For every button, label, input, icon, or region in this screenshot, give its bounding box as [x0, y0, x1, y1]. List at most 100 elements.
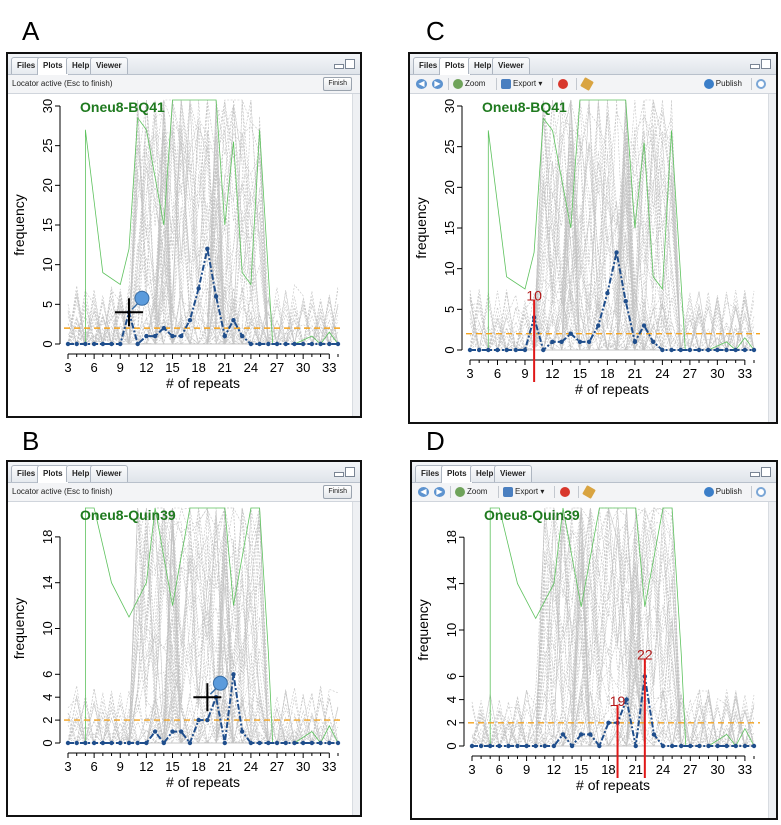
x-tick-label: 30 — [710, 762, 724, 777]
y-axis-label: frequency — [413, 197, 429, 258]
minimize-pane-button[interactable] — [334, 64, 344, 69]
x-tick-label: 27 — [683, 366, 697, 381]
pane-scrollbar[interactable] — [352, 502, 360, 815]
sample-point — [596, 323, 601, 328]
x-axis-label: # of repeats — [166, 774, 240, 790]
publish-button[interactable]: Publish — [703, 486, 742, 498]
x-axis-label: # of repeats — [576, 777, 650, 793]
zoom-button[interactable]: Zoom — [453, 78, 485, 90]
tab-viewer[interactable]: Viewer — [90, 465, 128, 482]
y-tick-label: 20 — [442, 180, 457, 194]
gray-profile-line — [68, 256, 338, 345]
x-tick-label: 6 — [496, 762, 503, 777]
pane-tab-bar: Files Plots Help Viewer — [410, 54, 776, 75]
sample-point — [476, 347, 482, 353]
pane-scrollbar[interactable] — [768, 502, 776, 818]
sample-point — [651, 732, 657, 737]
pane-scrollbar[interactable] — [768, 94, 776, 422]
sample-point — [179, 729, 184, 734]
x-tick-label: 3 — [468, 762, 475, 777]
sample-point — [161, 325, 167, 331]
back-arrow-icon[interactable]: ◀ — [416, 79, 427, 89]
zoom-label: Zoom — [465, 79, 486, 88]
toolbar-separator — [751, 78, 752, 90]
x-tick-label: 21 — [218, 360, 232, 375]
pane-toolbar: ◀ ▶ Zoom Export ▾ Publish — [410, 75, 776, 94]
max-envelope-line — [85, 99, 274, 345]
sample-point — [688, 743, 693, 749]
x-tick-label: 27 — [270, 360, 284, 375]
sample-point — [542, 743, 547, 749]
maximize-pane-button[interactable] — [761, 59, 771, 69]
gray-profile-line — [68, 555, 339, 744]
sample-point — [715, 347, 720, 353]
gray-profile-line — [68, 507, 338, 744]
sample-point — [751, 347, 757, 353]
sample-point — [161, 740, 167, 746]
sample-point — [309, 740, 315, 746]
x-tick-label: 33 — [322, 759, 336, 774]
maximize-pane-button[interactable] — [761, 467, 771, 477]
gray-profile-line — [470, 100, 754, 351]
sample-point — [187, 318, 193, 323]
refresh-plot-button[interactable] — [756, 486, 768, 498]
y-tick-label: 6 — [444, 673, 459, 680]
tab-viewer[interactable]: Viewer — [492, 57, 530, 74]
sample-point — [327, 341, 332, 347]
toolbar-separator — [552, 78, 553, 90]
finish-locator-button[interactable]: Finish — [323, 77, 352, 91]
export-label: Export ▾ — [515, 487, 545, 496]
tab-viewer[interactable]: Viewer — [494, 465, 532, 482]
gray-profile-line — [471, 506, 755, 747]
export-dropdown-button[interactable]: Export ▾ — [503, 486, 544, 498]
panel-letter-d: D — [426, 426, 445, 456]
minimize-pane-button[interactable] — [750, 64, 760, 69]
gray-profile-line — [469, 99, 754, 352]
sample-point — [586, 339, 592, 345]
toolbar-separator — [578, 486, 579, 498]
minimize-pane-button[interactable] — [750, 472, 760, 477]
minimize-pane-button[interactable] — [334, 472, 344, 477]
gray-profile-line — [470, 99, 754, 351]
sample-point — [705, 347, 711, 353]
gray-profile-line — [68, 99, 338, 345]
max-envelope-line — [489, 507, 687, 747]
publish-button[interactable]: Publish — [703, 78, 742, 90]
export-dropdown-button[interactable]: Export ▾ — [501, 78, 542, 90]
x-tick-label: 12 — [547, 762, 561, 777]
gray-profile-line — [68, 99, 338, 345]
sample-point — [495, 347, 500, 353]
delete-plot-button[interactable] — [558, 78, 570, 90]
tab-viewer[interactable]: Viewer — [90, 57, 128, 74]
forward-arrow-icon[interactable]: ▶ — [434, 487, 445, 497]
maximize-pane-button[interactable] — [345, 467, 355, 477]
toolbar-separator — [576, 78, 577, 90]
sample-point — [318, 341, 323, 347]
x-tick-label: 12 — [139, 360, 153, 375]
sample-point — [724, 743, 729, 749]
sample-point — [487, 743, 493, 749]
x-tick-label: 30 — [710, 366, 724, 381]
delete-plot-button[interactable] — [560, 486, 572, 498]
sample-point — [597, 743, 602, 749]
x-tick-label: 24 — [656, 762, 670, 777]
refresh-plot-button[interactable] — [756, 78, 768, 90]
delete-x-icon — [558, 78, 568, 89]
back-arrow-icon[interactable]: ◀ — [418, 487, 429, 497]
sample-point — [624, 697, 629, 702]
x-tick-label: 9 — [523, 762, 530, 777]
finish-locator-button[interactable]: Finish — [323, 485, 352, 499]
gray-profile-line — [470, 180, 754, 351]
sample-point — [213, 294, 219, 299]
sample-point — [83, 341, 88, 347]
y-tick-label: 30 — [40, 99, 55, 113]
gray-profile-line — [68, 105, 338, 345]
maximize-pane-button[interactable] — [345, 59, 355, 69]
y-tick-label: 0 — [442, 346, 457, 353]
pane-scrollbar[interactable] — [352, 94, 360, 416]
background-profile-lines — [67, 99, 339, 346]
zoom-button[interactable]: Zoom — [455, 486, 487, 498]
background-profile-lines — [469, 99, 755, 352]
forward-arrow-icon[interactable]: ▶ — [432, 79, 443, 89]
x-tick-label: 21 — [628, 366, 642, 381]
